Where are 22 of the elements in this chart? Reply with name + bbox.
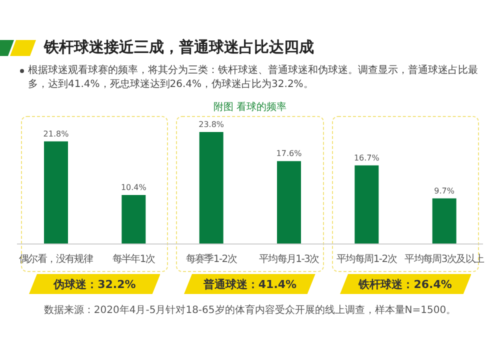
chart-title: 铁杆球迷接近三成，普通球迷占比达四成 xyxy=(44,38,314,57)
bar xyxy=(432,198,456,244)
data-label: 16.7% xyxy=(354,153,380,162)
data-label: 21.8% xyxy=(43,129,70,138)
bar xyxy=(44,141,68,244)
text: 附图 看球的频率 xyxy=(212,100,288,114)
bar xyxy=(199,132,224,244)
data-label: 9.7% xyxy=(434,186,455,196)
source-note: 数据来源：2020年4月-5月针对18-65岁的体育内容受众开展的线上调查，样本量N=1500。 xyxy=(42,304,458,317)
bar xyxy=(122,195,146,244)
data-label: 10.4% xyxy=(120,183,147,192)
x-tick-label: 偶尔看，没有规律 xyxy=(19,253,94,265)
data-label: 23.8% xyxy=(198,120,224,129)
x-tick-label: 平均每周1-2次 xyxy=(336,253,398,265)
x-tick-label: 平均每周3次及以上 xyxy=(404,253,485,265)
data-label: 17.6% xyxy=(276,149,302,158)
bar xyxy=(354,165,379,244)
x-tick-label: 每半年1次 xyxy=(112,253,156,265)
bar xyxy=(277,161,301,244)
chart-subtitle: 根据球迷观看球赛的频率，将其分为三类：铁杆球迷、普通球迷和伪球迷。调查显示，普通球迷占比最多，达到41.4%，死忠球迷达到26.4%，伪球迷占比为32.2%。 xyxy=(28,64,478,92)
x-tick-label: 每赛季1-2次 xyxy=(186,253,238,265)
x-tick-label: 平均每月1-3次 xyxy=(258,253,320,265)
